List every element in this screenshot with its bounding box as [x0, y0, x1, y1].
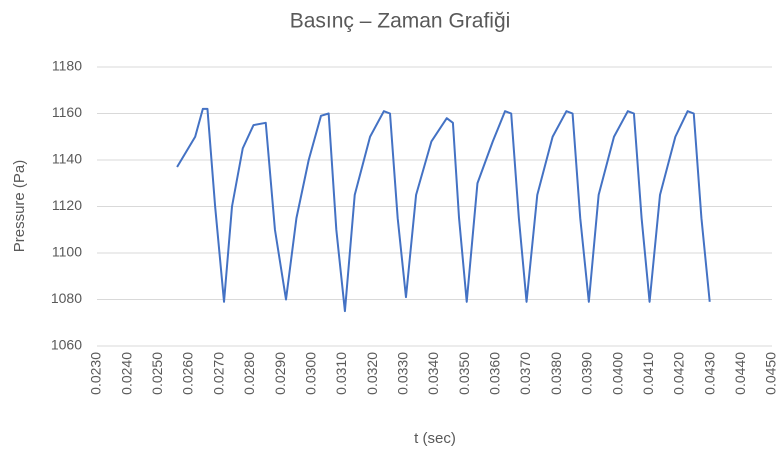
x-tick-label: 0.0320	[364, 352, 380, 395]
y-tick-label: 1140	[52, 151, 82, 167]
x-tick-label: 0.0350	[456, 352, 472, 395]
x-tick-label: 0.0370	[517, 352, 533, 395]
x-tick-label: 0.0360	[487, 352, 503, 395]
x-tick-label: 0.0340	[425, 352, 441, 395]
x-tick-label: 0.0250	[149, 352, 165, 395]
x-tick-label: 0.0310	[333, 352, 349, 395]
x-tick-label: 0.0290	[272, 352, 288, 395]
y-tick-label: 1180	[52, 58, 82, 74]
x-axis-label: t (sec)	[414, 430, 456, 447]
x-tick-label: 0.0280	[241, 352, 257, 395]
chart-title: Basınç – Zaman Grafiği	[290, 10, 511, 33]
x-tick-label: 0.0430	[701, 352, 717, 395]
x-tick-label: 0.0270	[210, 352, 226, 395]
y-tick-label: 1080	[51, 290, 82, 306]
y-tick-label: 1120	[52, 197, 82, 213]
x-tick-label: 0.0400	[609, 352, 625, 395]
x-tick-label: 0.0390	[579, 352, 595, 395]
x-tick-label: 0.0230	[88, 352, 104, 395]
y-axis-label: Pressure (Pa)	[11, 160, 28, 253]
y-tick-label: 1100	[52, 244, 82, 260]
x-tick-label: 0.0240	[118, 352, 134, 395]
x-tick-label: 0.0300	[302, 352, 318, 395]
x-tick-label: 0.0330	[395, 352, 411, 395]
x-tick-label: 0.0380	[548, 352, 564, 395]
data-line	[176, 107, 711, 313]
y-tick-label: 1060	[51, 337, 82, 353]
x-tick-label: 0.0410	[640, 352, 656, 395]
x-tick-label: 0.0450	[763, 352, 778, 395]
x-tick-label: 0.0260	[180, 352, 196, 395]
y-tick-label: 1160	[52, 104, 82, 120]
x-tick-label: 0.0420	[671, 352, 687, 395]
x-tick-label: 0.0440	[732, 352, 748, 395]
